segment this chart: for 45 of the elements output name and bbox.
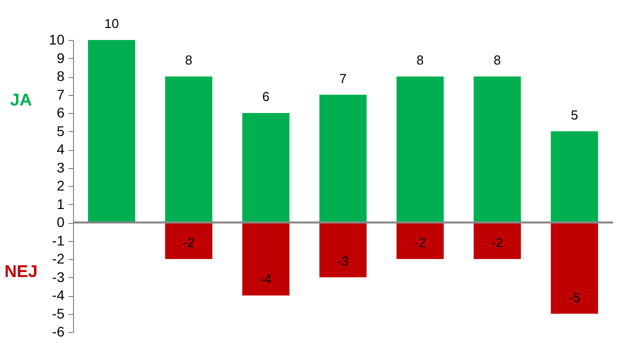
y-tick-label: 2	[56, 178, 65, 194]
bar	[319, 94, 367, 222]
bar	[396, 222, 444, 259]
data-label: 8	[185, 52, 192, 68]
y-tick-label: 6	[56, 104, 65, 120]
bar	[550, 131, 598, 222]
data-label: 8	[416, 52, 424, 68]
y-tick-label: 5	[56, 122, 65, 139]
y-tick-label: 9	[56, 50, 65, 66]
bar	[319, 222, 367, 278]
bar	[165, 222, 212, 259]
y-tick-label: -5	[52, 305, 65, 322]
y-tick-label: -6	[52, 324, 65, 340]
data-label: 8	[494, 52, 501, 68]
bar	[88, 40, 136, 222]
data-label: 7	[339, 70, 347, 86]
data-label: -4	[260, 272, 272, 286]
data-label: -2	[492, 235, 504, 250]
data-label: 5	[570, 107, 578, 122]
text: NEJ	[4, 262, 38, 281]
y-tick-label: 10	[48, 32, 65, 48]
y-tick-label: 8	[56, 68, 65, 84]
y-tick-label: -2	[52, 250, 65, 266]
data-label: 10	[104, 16, 119, 31]
y-tick-label: 1	[56, 196, 65, 212]
bar	[550, 222, 598, 314]
bar	[242, 222, 290, 296]
y-tick-label: -3	[52, 268, 65, 285]
bar	[396, 76, 444, 222]
y-tick-label: 4	[56, 141, 65, 157]
data-label: 6	[262, 89, 270, 104]
y-tick-label: -4	[52, 287, 65, 303]
bar	[474, 76, 521, 222]
data-label: -5	[568, 290, 580, 305]
y-tick-label: 3	[56, 159, 65, 176]
y-tick-label: 0	[56, 214, 65, 230]
data-label: -2	[414, 235, 426, 250]
data-label: -3	[337, 253, 349, 268]
bar	[474, 222, 521, 259]
y-tick-label: 7	[56, 86, 65, 102]
bar	[242, 113, 290, 222]
data-label: -2	[182, 235, 194, 250]
bar	[165, 76, 212, 222]
y-tick-label: -1	[52, 232, 65, 248]
text: JA	[10, 90, 32, 110]
